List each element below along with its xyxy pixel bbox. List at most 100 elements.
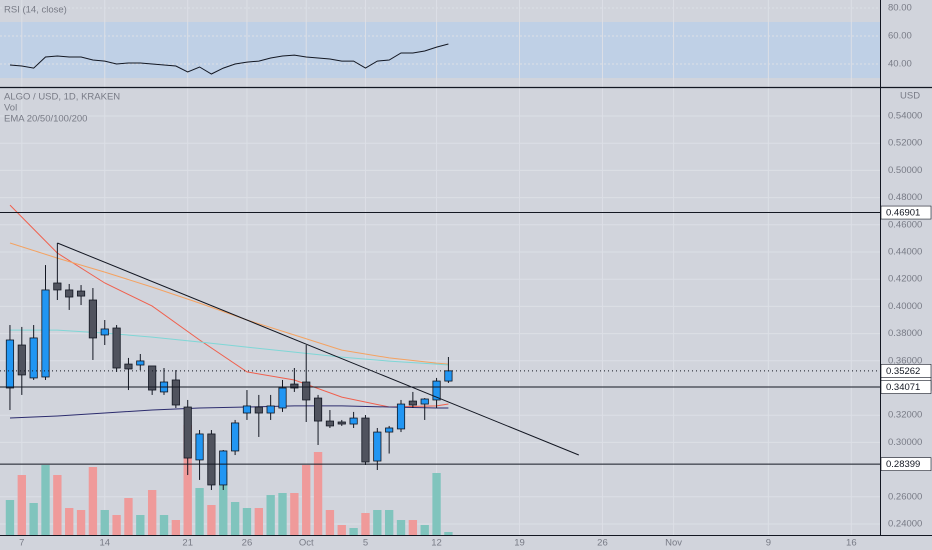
x-tick-label: 14 (99, 538, 110, 549)
grid-layer (0, 0, 880, 535)
candle-body (136, 360, 145, 366)
y-tick-label: 0.54000 (888, 111, 922, 122)
candle-body (254, 406, 263, 414)
price-tag-label: 0.34071 (886, 382, 920, 393)
volume-bar (219, 472, 228, 535)
ema-label: EMA 20/50/100/200 (4, 114, 87, 125)
candle-body (313, 397, 323, 422)
x-tick-label: 5 (363, 538, 368, 549)
candle-body (88, 299, 97, 339)
volume-bar (384, 510, 394, 535)
candle-body (385, 427, 394, 433)
candle-body (17, 344, 26, 376)
candle-body (65, 289, 74, 298)
y-tick-label: 0.32000 (888, 410, 922, 421)
ema-line (9, 242, 449, 365)
rsi-line (9, 43, 449, 75)
rsi-band (0, 21, 880, 79)
candle-body (266, 405, 275, 414)
x-tick-label: Nov (665, 538, 682, 549)
volume-bar (278, 493, 287, 535)
candle-body (124, 363, 133, 370)
volume-bar (29, 503, 38, 535)
y-tick-label: 60.00 (888, 31, 912, 42)
candle-body (76, 290, 86, 297)
volume-bar (195, 488, 204, 535)
ema-line (9, 405, 449, 419)
volume-bar (313, 452, 323, 535)
volume-bar (420, 525, 429, 535)
candle-body (207, 433, 216, 486)
candle-body (361, 417, 370, 463)
y-tick-label: 0.26000 (888, 491, 922, 502)
candle-body (278, 387, 287, 409)
volume-bar (290, 493, 299, 535)
price-tag-label: 0.46901 (886, 208, 920, 219)
y-tick-label: 0.52000 (888, 138, 922, 149)
y-tick-label: 0.38000 (888, 328, 922, 339)
volume-bar (361, 513, 370, 535)
candle-body (183, 406, 192, 459)
volume-bar (159, 515, 169, 535)
currency-label: USD (900, 91, 920, 102)
candle-body (302, 381, 311, 401)
candle-body (5, 339, 15, 389)
volume-bar (17, 475, 26, 535)
x-tick-label: 19 (514, 538, 525, 549)
volume-bar (76, 510, 86, 535)
volume-label: Vol (4, 103, 17, 114)
volume-bar (373, 510, 382, 535)
candle-body (432, 380, 441, 401)
x-tick-label: 9 (766, 538, 771, 549)
candle-body (148, 365, 157, 391)
candle-body (408, 400, 417, 406)
x-tick-label: 26 (597, 538, 608, 549)
candle-body (41, 289, 50, 378)
volume-bar (41, 465, 50, 535)
volume-bar (349, 528, 358, 535)
volume-bar (242, 508, 252, 535)
volume-bar (147, 490, 157, 535)
candle-body (195, 433, 204, 461)
x-tick-label: 7 (19, 538, 24, 549)
candle-body (231, 422, 240, 452)
y-tick-label: 80.00 (888, 3, 912, 14)
volume-bar (266, 495, 275, 535)
volume-bar (302, 465, 311, 535)
candle-body (112, 327, 121, 369)
candle-body (349, 417, 358, 425)
candle-body (29, 337, 38, 379)
candle-body (242, 405, 252, 414)
y-tick-label: 0.24000 (888, 519, 922, 530)
trendline (57, 242, 579, 456)
x-tick-label: 26 (242, 538, 253, 549)
volume-bar (230, 502, 240, 535)
y-tick-label: 0.50000 (888, 165, 922, 176)
candle-body (290, 383, 299, 389)
y-tick-label: 0.36000 (888, 355, 922, 366)
volume-bar (88, 467, 98, 535)
candle-body (53, 282, 62, 291)
y-tick-label: 0.30000 (888, 437, 922, 448)
candle-body (396, 403, 406, 430)
y-tick-label: 0.46000 (888, 219, 922, 230)
candle-body (325, 420, 334, 427)
volume-bar (337, 525, 346, 535)
bg-layer (0, 21, 880, 79)
rsi-title: RSI (14, close) (4, 5, 67, 16)
volume-bar (325, 510, 335, 535)
volume-bar (100, 510, 109, 535)
volume-bar (254, 508, 263, 535)
y-tick-label: 0.40000 (888, 301, 922, 312)
candle-body (373, 431, 382, 462)
price-tag-label: 0.28399 (886, 459, 920, 470)
volume-bar (5, 500, 15, 535)
volume-bar (65, 508, 74, 535)
candle-body (444, 370, 453, 382)
y-tick-label: 0.42000 (888, 274, 922, 285)
volume-bar (444, 532, 453, 535)
x-tick-label: 21 (182, 538, 193, 549)
y-tick-label: 0.48000 (888, 192, 922, 203)
